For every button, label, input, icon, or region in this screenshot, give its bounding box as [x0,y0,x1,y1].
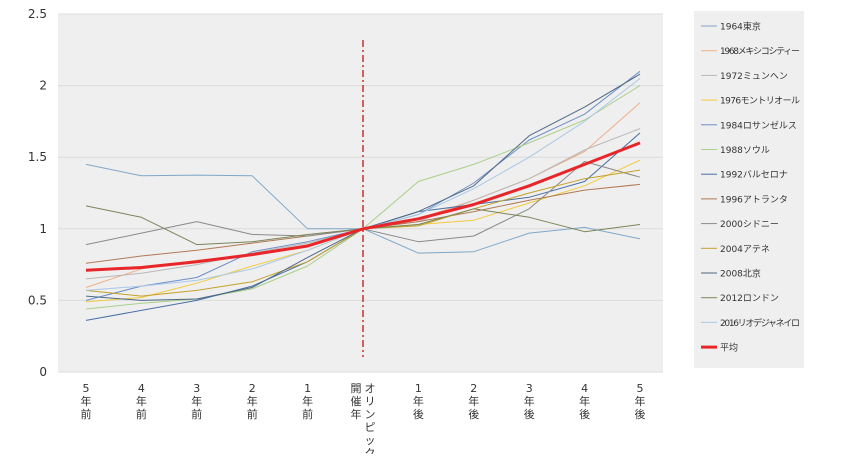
x-tick-char: 年 [524,394,535,408]
legend-label: 2004アテネ [720,244,770,255]
x-tick-char: リ [365,395,376,408]
x-tick-char: 年 [191,394,202,408]
legend-item: 1976モントリオール [701,96,800,107]
legend-label: 1988ソウル [720,145,770,156]
x-tick-label: 3年後 [524,382,535,421]
x-tick-char: 年 [302,394,313,408]
x-tick-label: 5年前 [81,382,92,421]
x-tick-char: 催 [351,394,362,408]
series-lines [85,70,641,321]
x-tick-char: 4 [138,382,145,395]
x-tick-char: ン [365,408,376,421]
legend-label: 1984ロサンゼルス [720,119,797,131]
x-tick-label: 2年前 [247,382,258,421]
legend-item: 1984ロサンゼルス [701,119,797,131]
x-tick-char: オ [365,382,376,395]
x-tick-char: 年 [579,394,590,408]
legend-item: 2000シドニー [701,220,779,230]
legend-item: 平均 [701,342,738,354]
x-tick-label: 4年前 [136,382,147,421]
x-tick-char: 年 [351,407,362,421]
x-tick-char: 開 [351,382,362,395]
x-tick-char: 後 [468,407,479,421]
x-tick-char: ッ [365,434,376,447]
y-tick-label: 2.5 [28,7,47,21]
x-tick-char: 年 [635,394,646,408]
legend-item: 2004アテネ [701,244,770,255]
y-tick-label: 0.5 [28,293,47,307]
x-tick-label: 4年後 [579,382,590,421]
x-tick-label: 1年前 [302,382,313,421]
x-tick-char: 前 [81,407,92,421]
x-tick-label: 1年後 [413,382,424,421]
x-tick-char: 後 [413,407,424,421]
x-tick-char: 年 [413,394,424,408]
legend-item: 2016リオデジャネイロ [701,317,800,329]
legend-label: 1972ミュンヘン [720,72,788,82]
x-tick-char: 前 [302,407,313,421]
x-tick-char: 3 [526,382,533,395]
legend-label: 1992バルセロナ [720,170,788,181]
y-tick-label: 0 [39,365,47,379]
x-tick-char: ピ [365,421,376,434]
legend-item: 1972ミュンヘン [701,72,788,82]
legend-item: 1964東京 [701,21,761,33]
plot-area [58,14,663,372]
legend-label: 1996アトランタ [720,194,788,205]
x-tick-char: 1 [304,382,311,395]
legend-item: 1992バルセロナ [701,170,788,181]
legend-label: 2008北京 [720,268,761,280]
x-tick-char: 年 [468,394,479,408]
x-tick-label: 5年後 [635,382,646,421]
x-tick-label: 2年後 [468,382,479,421]
x-tick-char: 年 [81,394,92,408]
legend-label: 1968メキシコシティー [720,46,800,57]
x-tick-char: 2 [470,382,477,395]
legend-item: 1988ソウル [701,145,770,156]
legend-label: 1976モントリオール [720,96,800,107]
x-tick-char: 3 [193,382,200,395]
y-tick-label: 1 [39,222,47,236]
legend-box [694,11,804,368]
x-tick-char: ク [365,447,376,454]
x-tick-char: 後 [635,407,646,421]
legend: 1964東京 1968メキシコシティー 1972ミュンヘン 1976モントリオール 19… [701,21,800,354]
legend-item: 2012ロンドン [701,294,779,304]
x-tick-char: 後 [579,407,590,421]
legend-label: 1964東京 [720,21,761,33]
x-tick-char: 1 [415,382,422,395]
legend-label: 2012ロンドン [720,294,779,304]
x-tick-char: 前 [247,407,258,421]
x-tick-char: 5 [637,382,644,395]
y-tick-label: 2 [39,79,47,93]
legend-label: 2016リオデジャネイロ [720,317,800,329]
series-line [85,141,641,272]
x-tick-char: 後 [524,407,535,421]
x-tick-char: 2 [249,382,256,395]
legend-label: 2000シドニー [720,220,779,230]
x-tick-char: 年 [136,394,147,408]
legend-item: 2008北京 [701,268,761,280]
x-tick-char: 4 [581,382,588,395]
legend-label: 平均 [720,342,738,354]
x-tick-char: 前 [136,407,147,421]
y-axis-ticks: 0 0.5 1 1.5 2 2.5 [28,7,47,379]
x-tick-label: 3年前 [191,382,202,421]
x-tick-char: 年 [247,394,258,408]
x-tick-char: 5 [83,382,90,395]
y-tick-label: 1.5 [28,150,47,164]
x-tick-char: 前 [191,407,202,421]
legend-item: 1968メキシコシティー [701,46,800,57]
legend-item: 1996アトランタ [701,194,788,205]
